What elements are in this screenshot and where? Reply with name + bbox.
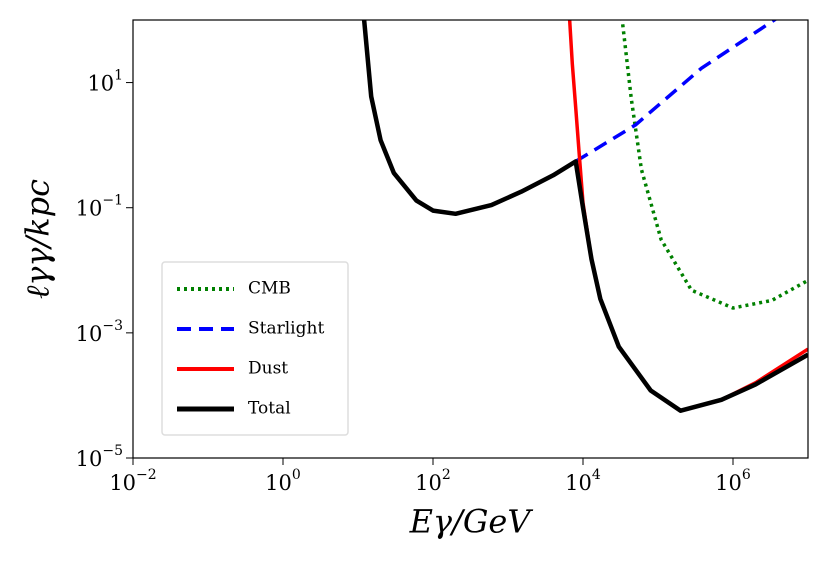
legend-label: Dust xyxy=(248,359,288,379)
x-axis-label: Eγ/GeV xyxy=(409,503,534,541)
y-tick-label: 101 xyxy=(87,68,123,96)
series-line xyxy=(620,20,808,310)
plot-frame xyxy=(132,19,809,459)
x-tick-label: 100 xyxy=(265,467,301,495)
series-line xyxy=(574,20,778,163)
y-tick-label: 10−3 xyxy=(76,318,123,346)
legend-label: Total xyxy=(248,399,291,419)
series-line xyxy=(567,20,808,413)
x-tick-label: 106 xyxy=(715,467,751,495)
legend-box xyxy=(161,261,349,436)
legend-label: CMB xyxy=(248,279,291,299)
y-tick-label: 10−1 xyxy=(76,193,123,221)
y-tick-label: 10−5 xyxy=(76,443,123,471)
x-tick-label: 102 xyxy=(415,467,451,495)
x-tick-label: 104 xyxy=(565,467,601,495)
plot-area xyxy=(361,20,808,413)
y-axis-label: ℓγγ/kpc xyxy=(19,179,57,299)
x-tick-label: 10−2 xyxy=(109,467,156,495)
series-line xyxy=(361,20,808,413)
legend-label: Starlight xyxy=(248,319,324,339)
